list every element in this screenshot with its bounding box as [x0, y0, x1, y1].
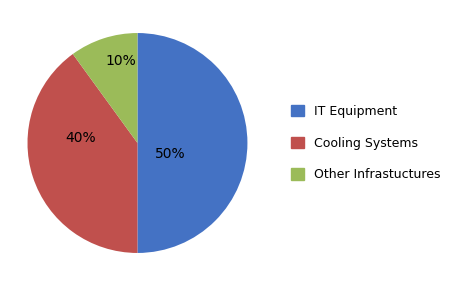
Wedge shape: [137, 33, 247, 253]
Text: 10%: 10%: [106, 53, 137, 67]
Text: 40%: 40%: [65, 130, 96, 144]
Text: 50%: 50%: [155, 147, 186, 161]
Wedge shape: [27, 54, 137, 253]
Wedge shape: [73, 33, 137, 143]
Legend: IT Equipment, Cooling Systems, Other Infrastuctures: IT Equipment, Cooling Systems, Other Inf…: [291, 105, 440, 181]
